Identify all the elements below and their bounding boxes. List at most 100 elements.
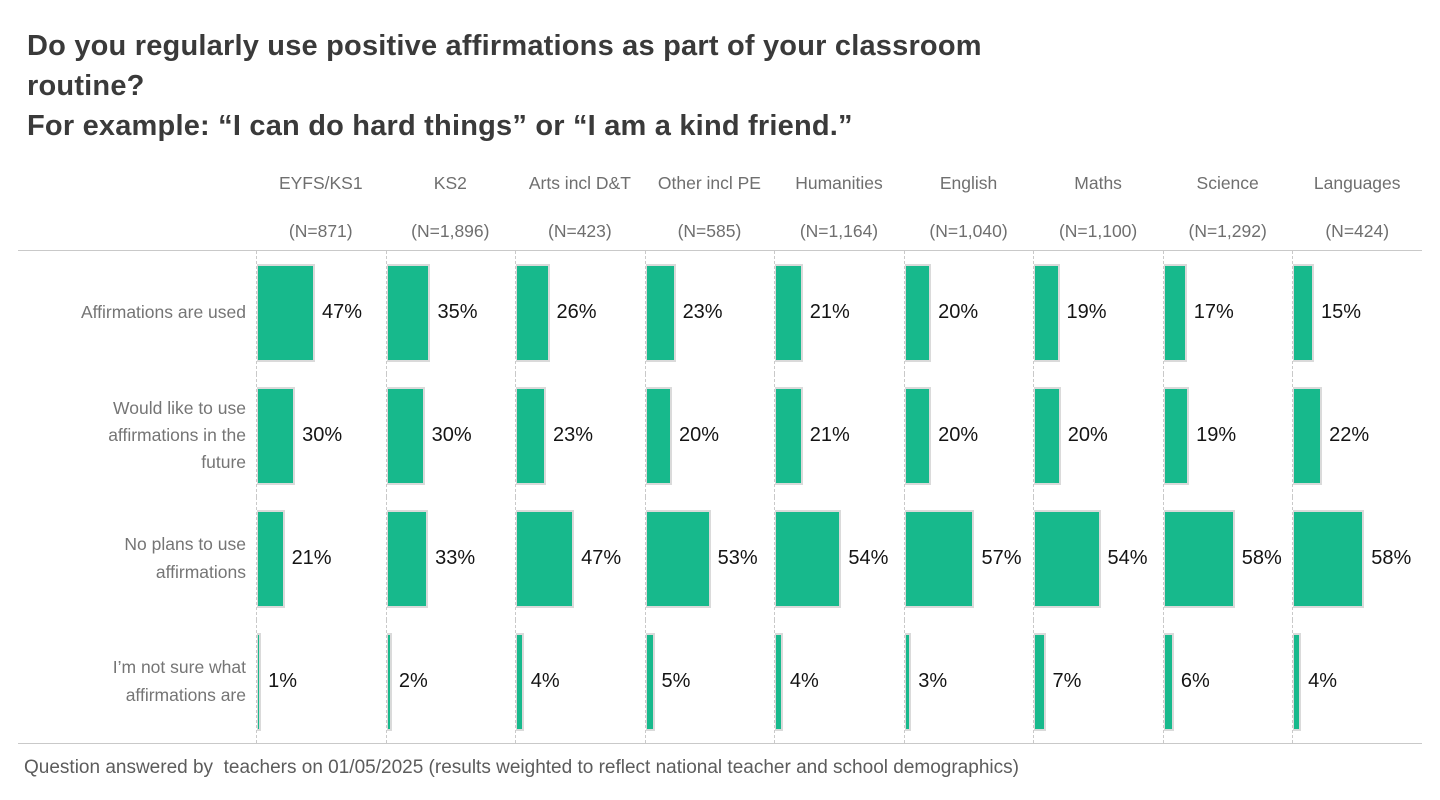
bar <box>904 509 975 608</box>
column-header-n: (N=1,896) <box>411 221 490 241</box>
value-label: 47% <box>581 547 622 569</box>
value-label: 58% <box>1371 547 1412 569</box>
column-header-label: Science <box>1196 173 1259 194</box>
bar-cell-r1-c1: 47% <box>256 251 386 374</box>
footnote: Question answered by teachers on 01/05/2… <box>24 757 1019 778</box>
bar <box>257 263 315 362</box>
bar <box>1163 509 1235 608</box>
bar-cell-r4-c9: 4% <box>1292 620 1422 743</box>
bar-cell-r3-c6: 57% <box>903 497 1034 620</box>
column-header-n: (N=423) <box>548 221 612 241</box>
bar <box>1163 386 1190 485</box>
column-header-n: (N=585) <box>677 221 742 241</box>
column-header-3: Arts incl D&T (N=423) <box>515 156 645 251</box>
bar-cell-r3-c2: 33% <box>385 497 516 620</box>
bar <box>775 509 842 608</box>
value-label: 5% <box>661 670 691 692</box>
bar-cell-r4-c2: 2% <box>385 620 516 743</box>
value-label: 53% <box>717 547 758 569</box>
bar-cell-r3-c4: 53% <box>644 497 775 620</box>
value-label: 22% <box>1329 424 1370 446</box>
value-label: 30% <box>302 424 343 446</box>
bar <box>1293 263 1314 362</box>
bar-cell-r2-c3: 23% <box>515 374 645 497</box>
chart-title-line-3: For example: “I can do hard things” or “… <box>27 110 853 142</box>
bar <box>516 263 550 362</box>
bar-cell-r3-c1: 21% <box>256 497 386 620</box>
value-label: 57% <box>981 547 1022 569</box>
bar-cell-r2-c4: 20% <box>644 374 775 497</box>
bar-cell-r4-c7: 7% <box>1033 620 1163 743</box>
value-label: 21% <box>809 424 850 446</box>
column-header-9: Languages (N=424) <box>1292 156 1422 251</box>
bar-cell-r2-c5: 21% <box>774 374 904 497</box>
value-label: 4% <box>1308 670 1338 692</box>
value-label: 47% <box>321 301 363 323</box>
bar <box>1163 263 1187 362</box>
bar-cell-r1-c4: 23% <box>644 251 775 374</box>
value-label: 21% <box>809 301 850 323</box>
row-label-4: I’m not sure what affirmations are <box>112 657 246 705</box>
bar-cell-r3-c7: 54% <box>1033 497 1163 620</box>
value-label: 20% <box>938 424 979 446</box>
bar <box>1034 386 1061 485</box>
bar-cell-r2-c6: 20% <box>903 374 1034 497</box>
value-label: 30% <box>431 424 472 446</box>
bar <box>257 509 285 608</box>
value-label: 19% <box>1066 301 1107 323</box>
value-label: 33% <box>435 547 476 569</box>
value-label: 54% <box>848 547 889 569</box>
column-header-7: Maths (N=1,100) <box>1033 156 1163 251</box>
bar-cell-r2-c9: 22% <box>1292 374 1422 497</box>
bar-cell-r4-c3: 4% <box>515 620 645 743</box>
column-header-label: Maths <box>1074 173 1122 194</box>
bar <box>516 509 575 608</box>
value-label: 26% <box>556 301 597 323</box>
bar <box>904 386 932 485</box>
value-label: 20% <box>679 424 720 446</box>
row-label-2: Would like to use affirmations in the fu… <box>108 397 246 473</box>
value-label: 54% <box>1107 547 1148 569</box>
value-label: 35% <box>437 301 478 323</box>
bar <box>645 386 673 485</box>
bar-cell-r4-c6: 3% <box>903 620 1034 743</box>
column-header-n: (N=1,040) <box>929 221 1008 241</box>
column-header-4: Other incl PE (N=585) <box>644 156 775 251</box>
bar <box>1034 632 1046 731</box>
chart-grid: EYFS/KS1 (N=871) KS2 (N=1,896) Arts incl D&T… <box>18 156 1422 744</box>
bar-cell-r2-c1: 30% <box>256 374 386 497</box>
bar-cell-r2-c8: 19% <box>1162 374 1293 497</box>
survey-chart-page: Do you regularly use positive affirmatio… <box>18 26 1422 778</box>
value-label: 3% <box>918 670 948 692</box>
column-header-n: (N=1,100) <box>1058 221 1138 241</box>
chart-title: Do you regularly use positive affirmatio… <box>27 26 1410 146</box>
value-label: 23% <box>553 424 594 446</box>
column-header-label: Arts incl D&T <box>528 173 631 194</box>
bar-cell-r1-c8: 17% <box>1162 251 1293 374</box>
bar-cell-r4-c5: 4% <box>774 620 904 743</box>
value-label: 21% <box>291 547 332 569</box>
column-header-label: KS2 <box>433 173 467 194</box>
bar <box>516 386 547 485</box>
value-label: 2% <box>398 670 428 692</box>
bar-cell-r2-c2: 30% <box>385 374 516 497</box>
value-label: 7% <box>1052 670 1082 692</box>
value-label: 15% <box>1320 301 1362 323</box>
column-header-5: Humanities (N=1,164) <box>774 156 904 251</box>
chart-title-line-2: routine? <box>27 70 145 102</box>
bar <box>257 386 296 485</box>
column-header-label: Languages <box>1313 173 1401 194</box>
row-label-3: No plans to use affirmations <box>124 534 246 582</box>
column-header-n: (N=1,164) <box>799 221 879 241</box>
bar-cell-r4-c4: 5% <box>644 620 775 743</box>
column-header-6: English (N=1,040) <box>903 156 1034 251</box>
value-label: 1% <box>268 670 298 692</box>
bar-cell-r3-c3: 47% <box>515 497 645 620</box>
bar <box>645 263 676 362</box>
column-header-label: Humanities <box>795 173 883 194</box>
bar-cell-r3-c5: 54% <box>774 497 904 620</box>
chart-title-line-1: Do you regularly use positive affirmatio… <box>27 30 982 62</box>
bar-cell-r4-c8: 6% <box>1162 620 1293 743</box>
bar-cell-r2-c7: 20% <box>1033 374 1163 497</box>
bar <box>775 386 803 485</box>
